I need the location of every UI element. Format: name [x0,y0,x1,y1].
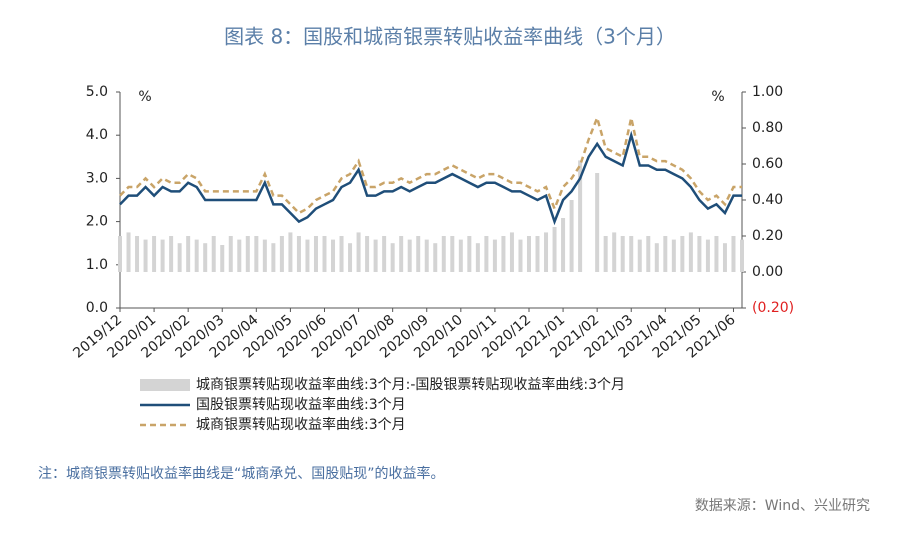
y2-tick-label: 0.80 [752,120,783,136]
bar [629,236,634,272]
bar [407,239,412,272]
y-tick-label: 2.0 [86,214,108,230]
bar [492,239,497,272]
y-tick-label: 3.0 [86,170,108,186]
y2-unit: % [711,89,724,105]
bar [356,232,361,272]
y-unit: % [138,89,151,105]
bar [552,227,557,272]
bar [245,236,250,272]
bar [262,239,267,272]
y2-tick-label: 0.40 [752,192,783,208]
bar [731,236,736,272]
bar [501,236,506,272]
bar [705,239,710,272]
bar [126,232,131,272]
legend-label: 国股银票转贴现收益率曲线:3个月 [196,396,406,413]
bar [688,232,693,272]
bar [450,236,455,272]
bar [313,236,318,272]
bar [279,236,284,272]
bar [399,236,404,272]
bar [288,232,293,272]
bar [348,243,353,272]
bar [475,243,480,272]
bar [654,243,659,272]
bar [177,243,182,272]
legend-label: 城商银票转贴现收益率曲线:3个月 [196,416,406,433]
bar [152,236,157,272]
bar [484,236,489,272]
bar [544,232,549,272]
y2-tick-label: (0.20) [752,300,794,316]
y2-tick-label: 0.60 [752,156,783,172]
bar [237,239,242,272]
bar [322,236,327,272]
bar [637,239,642,272]
bar [220,245,225,272]
bar [535,236,540,272]
bar [186,236,191,272]
y2-tick-label: 1.00 [752,84,783,100]
bar [228,236,233,272]
bar [390,243,395,272]
legend-swatch [140,379,190,391]
bar [365,236,370,272]
bar [646,236,651,272]
bar [331,239,336,272]
bar [458,239,463,272]
bar [740,239,744,272]
line [119,130,742,226]
bar [680,236,685,272]
bar [160,239,165,272]
y-tick-label: 4.0 [86,127,108,143]
legend-label: 城商银票转贴现收益率曲线:3个月:-国股银票转贴现收益率曲线:3个月 [196,376,625,393]
bar [518,239,523,272]
bar [382,236,387,272]
bar [467,236,472,272]
bar [663,236,668,272]
bar [271,243,276,272]
bar [339,236,344,272]
bar [509,232,514,272]
y-tick-label: 1.0 [86,257,108,273]
note: 注：城商银票转贴收益率曲线是“城商承兑、国股贴现”的收益率。 [38,465,445,482]
y-tick-label: 5.0 [86,84,108,100]
source: 数据来源：Wind、兴业研究 [695,498,870,514]
bar [143,239,148,272]
y2-tick-label: 0.00 [752,264,783,280]
bar [118,236,122,272]
bar [620,236,625,272]
bar [595,173,600,272]
bar [373,239,378,272]
bar [697,236,702,272]
bar [433,243,438,272]
bar [305,239,310,272]
bar [135,236,140,272]
bar [169,236,174,272]
y-tick-label: 0.0 [86,300,108,316]
line [119,114,742,215]
bar [569,200,574,272]
bar [612,232,617,272]
bar [603,236,608,272]
bar [671,239,676,272]
bar [296,236,301,272]
bar [424,239,429,272]
bar [254,236,259,272]
bar [578,160,583,272]
bar [203,243,208,272]
bar [194,239,199,272]
bar [714,236,719,272]
chart-title: 图表 8：国股和城商银票转贴收益率曲线（3个月） [224,25,676,49]
bar [416,236,421,272]
bar [722,243,727,272]
bar [211,236,216,272]
y2-tick-label: 0.20 [752,228,783,244]
bar [526,236,531,272]
bar [561,218,566,272]
bar [441,236,446,272]
